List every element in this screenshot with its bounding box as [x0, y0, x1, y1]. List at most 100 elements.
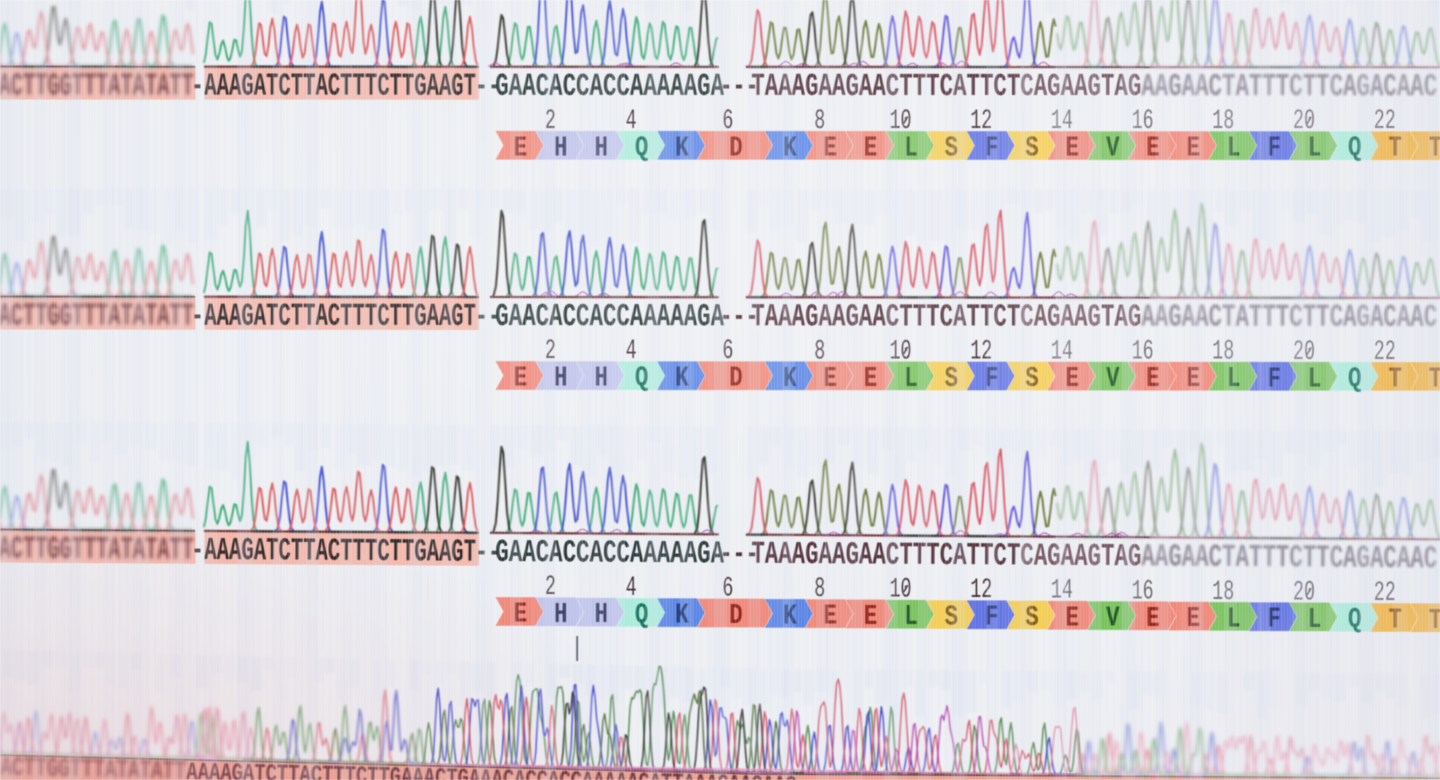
svg-text:8: 8	[814, 574, 825, 605]
svg-text:22: 22	[1374, 106, 1396, 137]
svg-text:12: 12	[970, 337, 992, 368]
svg-text:--: --	[475, 68, 501, 105]
svg-text:CAGAAGTAG: CAGAAGTAG	[1020, 68, 1141, 105]
svg-text:TAAAGAAGAACTTTCATTCT: TAAAGAAGAACTTTCATTCT	[751, 298, 1020, 335]
svg-text:6: 6	[722, 573, 733, 604]
svg-text:16: 16	[1132, 106, 1154, 137]
svg-text:F: F	[1267, 362, 1281, 395]
svg-text:E: E	[514, 598, 528, 631]
svg-text:K: K	[783, 131, 797, 164]
svg-text:L: L	[1227, 362, 1241, 395]
svg-text:14: 14	[1051, 576, 1073, 607]
svg-text:E: E	[823, 362, 837, 395]
svg-text:E: E	[823, 131, 837, 164]
svg-text:GAACACCACCAAAAAGA: GAACACCACCAAAAAGA	[495, 534, 725, 573]
svg-text:2: 2	[545, 572, 556, 603]
svg-text:L: L	[1227, 602, 1241, 635]
svg-text:Q: Q	[1348, 362, 1362, 395]
svg-text:10: 10	[890, 575, 912, 606]
svg-text:L: L	[904, 600, 918, 633]
svg-text:V: V	[1106, 132, 1120, 165]
svg-text:E: E	[864, 131, 878, 164]
svg-text:12: 12	[970, 106, 992, 137]
svg-text:-: -	[191, 298, 203, 335]
svg-text:12: 12	[970, 575, 992, 606]
svg-text:K: K	[783, 362, 797, 395]
svg-text:E: E	[514, 362, 528, 395]
svg-text:20: 20	[1293, 106, 1315, 137]
svg-text:D: D	[729, 599, 743, 632]
svg-text:T: T	[1388, 362, 1402, 395]
svg-text:H: H	[554, 598, 568, 631]
svg-text:L: L	[1308, 132, 1322, 165]
svg-text:E: E	[823, 600, 837, 633]
svg-text:AAGAACTATTTCTTCAGACAAC: AAGAACTATTTCTTCAGACAAC	[1141, 538, 1437, 577]
svg-text:L: L	[904, 362, 918, 395]
svg-text:22: 22	[1374, 337, 1396, 368]
svg-text:H: H	[554, 362, 568, 395]
svg-text:16: 16	[1132, 576, 1154, 607]
svg-text:K: K	[675, 131, 689, 164]
svg-text:E: E	[1146, 132, 1160, 165]
svg-text:AAGAACTATTTCTTCAGACAAC: AAGAACTATTTCTTCAGACAAC	[1141, 68, 1437, 105]
svg-text:Q: Q	[635, 362, 649, 395]
svg-text:E: E	[1187, 362, 1201, 395]
svg-text:E: E	[514, 131, 528, 164]
svg-text:E: E	[1066, 132, 1080, 165]
svg-text:10: 10	[890, 106, 912, 137]
svg-text:S: S	[945, 601, 959, 634]
svg-text:L: L	[1308, 603, 1322, 636]
svg-text:E: E	[1187, 602, 1201, 635]
svg-text:H: H	[594, 598, 608, 631]
svg-text:E: E	[1146, 602, 1160, 635]
svg-text:CAGAAGTAG: CAGAAGTAG	[1020, 299, 1141, 336]
svg-text:18: 18	[1212, 106, 1234, 137]
svg-text:E: E	[1146, 362, 1160, 395]
svg-text:F: F	[1267, 132, 1281, 165]
svg-text:6: 6	[722, 106, 733, 137]
svg-text:V: V	[1106, 602, 1120, 635]
svg-text:Q: Q	[635, 598, 649, 631]
svg-text:H: H	[594, 362, 608, 395]
svg-text:---: ---	[719, 535, 758, 572]
svg-text:4: 4	[626, 573, 637, 604]
svg-text:K: K	[675, 599, 689, 632]
svg-text:T: T	[1388, 132, 1402, 165]
svg-text:K: K	[783, 599, 797, 632]
svg-text:F: F	[985, 362, 999, 395]
svg-text:S: S	[1025, 601, 1039, 634]
svg-text:AAAGATCTTACTTTCTTGAAGT: AAAGATCTTACTTTCTTGAAGT	[204, 68, 476, 105]
svg-text:AAAGATCTTACTTTCTTGAAGT: AAAGATCTTACTTTCTTGAAGT	[204, 298, 476, 335]
svg-text:16: 16	[1132, 337, 1154, 368]
svg-text:-: -	[191, 68, 203, 105]
svg-text:20: 20	[1293, 337, 1315, 368]
svg-text:-: -	[191, 532, 204, 569]
svg-text:---: ---	[719, 298, 758, 335]
svg-text:L: L	[1308, 362, 1322, 395]
svg-text:---: ---	[719, 68, 758, 105]
svg-text:D: D	[729, 131, 743, 164]
svg-text:H: H	[554, 131, 568, 164]
svg-text:E: E	[1187, 132, 1201, 165]
svg-text:14: 14	[1051, 337, 1073, 368]
svg-text:TACTTGGTTTATATATT: TACTTGGTTTATATATT	[0, 530, 194, 568]
svg-text:S: S	[945, 362, 959, 395]
svg-text:TACTTGGTTTATATATT: TACTTGGTTTATATATT	[0, 68, 194, 105]
svg-text:8: 8	[814, 336, 825, 367]
svg-text:H: H	[594, 131, 608, 164]
svg-text:T: T	[1388, 604, 1402, 637]
svg-text:CAGAAGTAG: CAGAAGTAG	[1020, 538, 1141, 576]
svg-text:Q: Q	[635, 131, 649, 164]
svg-text:E: E	[1066, 362, 1080, 395]
svg-text:T: T	[1429, 132, 1440, 165]
svg-text:Q: Q	[1348, 603, 1362, 636]
svg-text:2: 2	[545, 106, 556, 137]
svg-text:E: E	[864, 362, 878, 395]
svg-text:K: K	[675, 362, 689, 395]
svg-text:Q: Q	[1348, 132, 1362, 165]
svg-text:AAAGATCTTACTTTCTTGAAGT: AAAGATCTTACTTTCTTGAAGT	[204, 532, 476, 571]
svg-text:F: F	[985, 601, 999, 634]
svg-text:22: 22	[1374, 578, 1396, 609]
svg-text:14: 14	[1051, 106, 1073, 137]
svg-text:18: 18	[1212, 337, 1234, 368]
